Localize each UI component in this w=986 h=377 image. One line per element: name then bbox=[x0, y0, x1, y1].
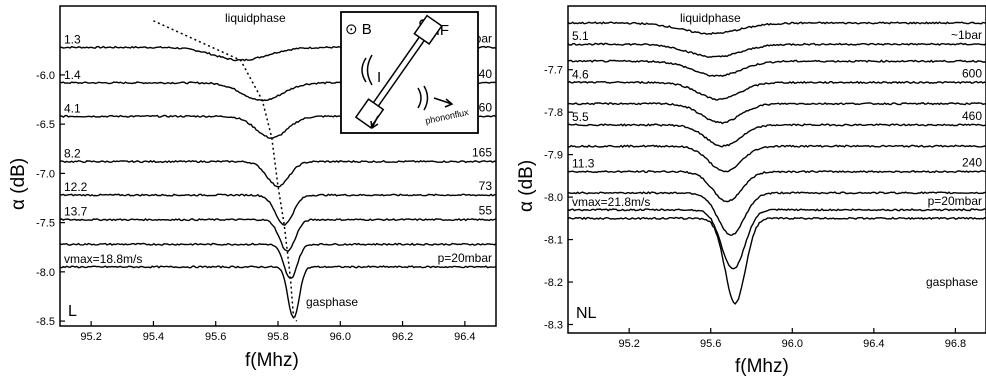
x-tick-label: 96.4 bbox=[454, 331, 475, 343]
bottom-label: gasphase bbox=[306, 295, 358, 309]
series-line bbox=[567, 216, 986, 305]
x-tick-label: 96.4 bbox=[863, 338, 884, 350]
series-line bbox=[59, 193, 497, 227]
series-line bbox=[567, 170, 986, 203]
panel-label: NL bbox=[576, 305, 597, 322]
bottom-label: gasphase bbox=[926, 275, 978, 289]
y-ticks: -7.7 -7.8 -7.9 -8.0 -8.1 -8.2 -8.3 bbox=[544, 65, 573, 332]
series-right-label: ~1bar bbox=[951, 28, 982, 42]
series-line bbox=[567, 80, 986, 101]
y-tick-label: -8.1 bbox=[544, 235, 563, 247]
x-axis-label: f(Mhz) bbox=[245, 350, 299, 371]
series-line bbox=[567, 21, 986, 36]
y-tick-label: -7.0 bbox=[36, 168, 55, 180]
series-left-label: 11.3 bbox=[572, 157, 595, 171]
series-left-label: 5.5 bbox=[572, 110, 589, 124]
series-left-label: 1.3 bbox=[64, 32, 81, 46]
x-ticks: 95.2 95.4 95.6 95.8 96.0 96.2 96.4 bbox=[80, 321, 476, 343]
series-right-label: 600 bbox=[962, 66, 982, 80]
y-tick-label: -6.0 bbox=[36, 70, 55, 82]
y-tick-label: -8.3 bbox=[544, 320, 563, 332]
wave-arcs-icon bbox=[417, 85, 429, 111]
y-tick-label: -8.5 bbox=[36, 316, 55, 328]
y-axis-label: α (dB) bbox=[516, 160, 537, 212]
series-line bbox=[59, 159, 497, 188]
series-left-label: 12.2 bbox=[64, 180, 88, 194]
x-tick-label: 95.4 bbox=[143, 331, 164, 343]
y-tick-label: -7.9 bbox=[544, 150, 563, 162]
y-tick-label: -7.5 bbox=[36, 218, 55, 230]
x-tick-label: 95.6 bbox=[205, 331, 226, 343]
series-left-label: 4.6 bbox=[572, 67, 589, 81]
series-left-label: 8.2 bbox=[64, 147, 81, 161]
series-line bbox=[59, 265, 497, 318]
y-tick-label: -7.8 bbox=[544, 107, 563, 119]
b-field-label: ⊙ B bbox=[345, 21, 372, 38]
arrow-icon bbox=[370, 115, 379, 130]
x-tick-label: 96.0 bbox=[782, 338, 803, 350]
top-label: liquidphase bbox=[225, 11, 286, 25]
panel-label: L bbox=[68, 303, 77, 320]
series-right-label: p=20mbar bbox=[928, 194, 982, 208]
wave-arcs-icon bbox=[361, 54, 373, 86]
series-left-label: vmax=21.8m/s bbox=[572, 195, 650, 209]
series-line bbox=[59, 217, 497, 253]
series-line bbox=[567, 144, 986, 173]
chart-right: 95.2 95.6 96.0 96.4 96.8 -7.7 -7.8 -7.9 -8.0 -8.… bbox=[516, 5, 986, 377]
vibrating-wire-icon bbox=[354, 14, 443, 129]
current-label: I bbox=[377, 69, 381, 86]
y-axis-label: α (dB) bbox=[8, 158, 29, 210]
series-right-label: 240 bbox=[962, 156, 982, 170]
arrow-icon bbox=[433, 97, 454, 108]
series-line bbox=[567, 191, 986, 236]
series-line bbox=[567, 102, 986, 125]
series-line bbox=[59, 242, 497, 279]
series-line bbox=[567, 42, 986, 59]
series-left-label: vmax=18.8m/s bbox=[64, 252, 142, 266]
series-group bbox=[567, 21, 986, 305]
x-tick-label: 96.8 bbox=[945, 338, 966, 350]
series-left-label: 13.7 bbox=[64, 205, 88, 219]
series-right-label: p=20mbar bbox=[438, 251, 492, 265]
y-ticks: -6.0 -6.5 -7.0 -7.5 -8.0 -8.5 bbox=[36, 70, 65, 328]
y-tick-label: -8.0 bbox=[36, 267, 55, 279]
x-tick-label: 96.0 bbox=[330, 331, 351, 343]
x-ticks: 95.2 95.6 96.0 96.4 96.8 bbox=[618, 328, 966, 350]
x-axis-label: f(Mhz) bbox=[735, 356, 789, 377]
series-labels: 5.1 ~1bar 4.6 600 5.5 460 11.3 240 vmax=21.8m/s p… bbox=[572, 28, 982, 209]
series-left-label: 4.1 bbox=[64, 101, 81, 115]
series-right-label: 73 bbox=[479, 179, 493, 193]
series-left-label: 5.1 bbox=[572, 29, 589, 43]
series-left-label: 1.4 bbox=[64, 68, 81, 82]
top-label: liquidphase bbox=[680, 11, 741, 25]
chart-left: 95.2 95.4 95.6 95.8 96.0 96.2 96.4 -6.0 -6.5 -7.… bbox=[8, 5, 497, 371]
y-tick-label: -6.5 bbox=[36, 119, 55, 131]
y-tick-label: -8.0 bbox=[544, 192, 563, 204]
trend-dotted-curve bbox=[153, 20, 298, 322]
x-tick-label: 95.2 bbox=[618, 338, 639, 350]
y-tick-label: -7.7 bbox=[544, 65, 563, 77]
inset: ⊙ B HF I phononflux bbox=[340, 11, 479, 134]
series-line bbox=[567, 123, 986, 148]
x-tick-label: 96.2 bbox=[392, 331, 413, 343]
series-right-label: 165 bbox=[472, 146, 492, 160]
x-tick-label: 95.6 bbox=[700, 338, 721, 350]
series-line bbox=[567, 59, 986, 78]
series-right-label: 55 bbox=[479, 204, 493, 218]
x-tick-label: 95.8 bbox=[267, 331, 288, 343]
plot-frame bbox=[567, 5, 986, 334]
x-tick-label: 95.2 bbox=[80, 331, 101, 343]
series-line bbox=[567, 208, 986, 270]
y-tick-label: -8.2 bbox=[544, 277, 563, 289]
series-right-label: 460 bbox=[962, 109, 982, 123]
